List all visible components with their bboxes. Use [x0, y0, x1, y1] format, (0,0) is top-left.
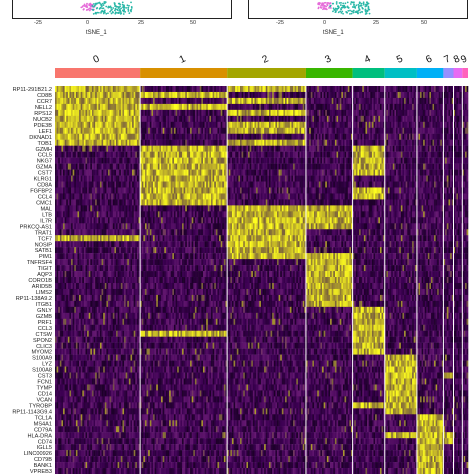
tsne-left-cluster-teal-point	[96, 11, 99, 14]
tsne-left-cluster-pink-point	[84, 4, 86, 7]
tsne-left-cluster-teal-point	[122, 13, 125, 15]
tsne-left-cluster-teal-point	[127, 8, 130, 11]
tsne-left-cluster-teal-point	[114, 12, 117, 15]
tsne-left-cluster-teal-point	[101, 7, 104, 10]
tsne-left-cluster-pink-point	[83, 8, 85, 10]
tsne-left-cluster-pink-point	[88, 7, 91, 10]
tsne-left-cluster-pink-point	[80, 6, 83, 9]
tsne-plots	[80, 1, 371, 15]
tsne-left-cluster-pink-point	[88, 9, 91, 12]
tsne-left-cluster-pink-point	[89, 2, 92, 5]
tsne-left-cluster-teal-point	[101, 2, 104, 5]
tsne-left-cluster-pink-point	[85, 9, 88, 12]
cluster-label-1: 1	[178, 53, 188, 66]
cluster-bar-1	[140, 68, 228, 78]
tsne-left-cluster-teal-point	[109, 10, 112, 13]
tsne-left-cluster-pink-point	[89, 4, 92, 7]
tsne-left-cluster-teal-point	[114, 11, 117, 14]
tsne-panel-right	[248, 0, 468, 19]
tsne-left-cluster-teal-point	[91, 4, 94, 7]
tsne-left-cluster-teal-point	[102, 7, 105, 10]
tsne-left-cluster-teal	[91, 1, 133, 15]
cluster-bar-0	[55, 68, 141, 78]
tsne-left-cluster-teal-point	[128, 12, 131, 15]
tsne-left-cluster-teal-point	[105, 5, 108, 8]
tsne-left-cluster-teal-point	[110, 12, 113, 15]
cluster-label-0: 0	[92, 53, 102, 66]
tsne-left-cluster-pink-point	[86, 6, 89, 8]
tsne-left-cluster-pink-point	[86, 2, 88, 5]
tsne-left-cluster-pink-point	[90, 8, 92, 11]
tsne-left-cluster-teal-point	[115, 5, 118, 8]
tsne-left-cluster-teal-point	[121, 1, 124, 4]
tsne-left-cluster-pink-point	[85, 4, 88, 6]
tsne-panel-left	[12, 0, 232, 19]
tsne-left-cluster-teal-point	[105, 12, 108, 15]
tsne-left-cluster-teal-point	[96, 7, 99, 9]
tsne-left-cluster-teal-point	[98, 7, 101, 10]
tsne-left-cluster-teal-point	[120, 7, 122, 10]
tsne-left-cluster-teal-point	[119, 5, 122, 8]
tsne-left-cluster-teal-point	[128, 4, 130, 7]
tsne-left-cluster-pink-point	[82, 4, 85, 7]
tsne-left-cluster-teal-point	[99, 6, 102, 9]
